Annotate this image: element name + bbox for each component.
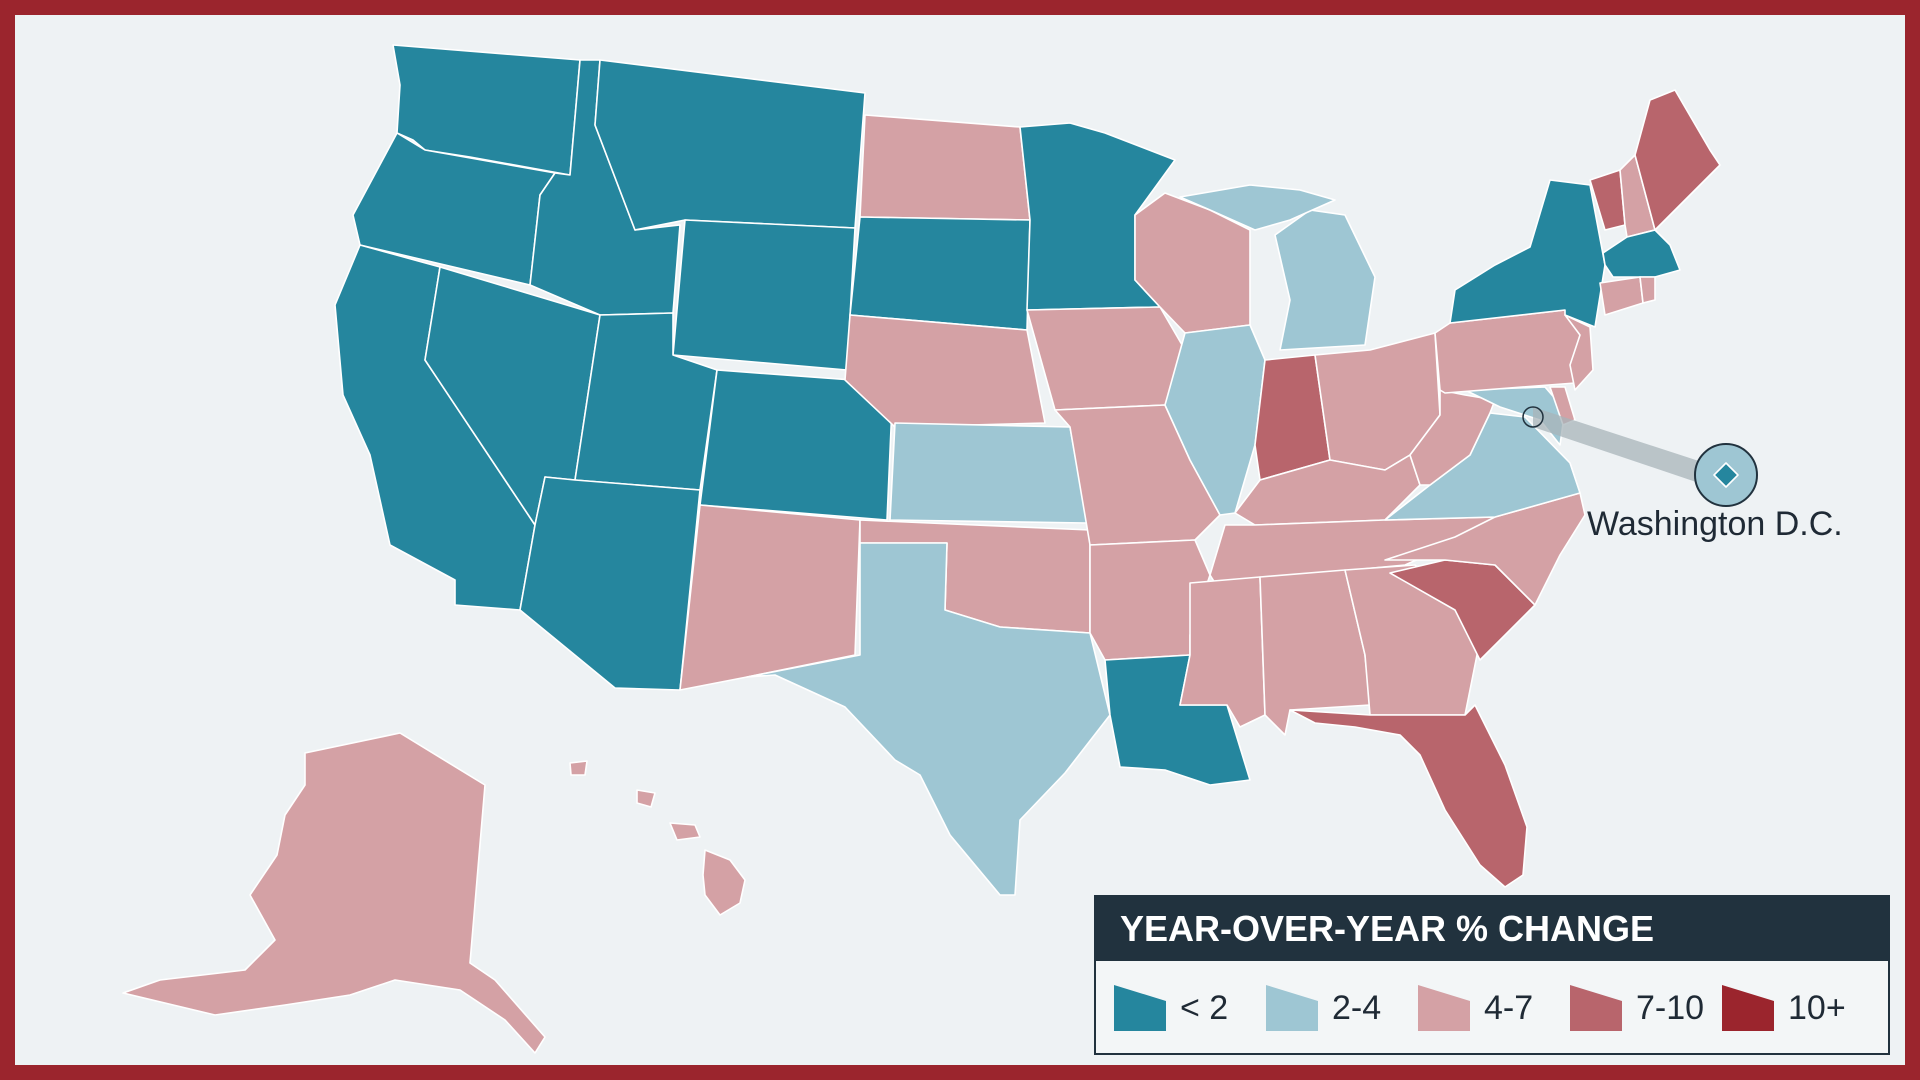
legend-swatch-2to4 (1266, 985, 1318, 1031)
state-ma[interactable] (1602, 229, 1681, 278)
state-mi-upper[interactable] (1179, 184, 1336, 231)
legend-item-10plus: 10+ (1722, 983, 1874, 1033)
state-co[interactable] (699, 369, 894, 521)
state-wv[interactable] (1409, 389, 1496, 486)
state-md[interactable] (1464, 386, 1566, 446)
state-az[interactable] (519, 476, 701, 691)
legend-label-2to4: 2-4 (1332, 988, 1382, 1027)
state-ny[interactable] (1449, 179, 1606, 328)
dc-callout-connector (1533, 407, 1705, 485)
state-sd[interactable] (849, 216, 1031, 331)
legend-label-4to7: 4-7 (1484, 988, 1534, 1027)
state-ri[interactable] (1639, 276, 1656, 304)
state-ak[interactable] (122, 732, 546, 1054)
state-ia[interactable] (1026, 306, 1186, 411)
legend-label-7to10: 7-10 (1636, 988, 1705, 1027)
legend: YEAR-OVER-YEAR % CHANGE < 2 2-4 4-7 7-10… (1094, 895, 1890, 1055)
state-dc[interactable] (1713, 462, 1739, 488)
state-nd[interactable] (859, 114, 1031, 221)
state-ct[interactable] (1599, 276, 1644, 316)
legend-label-lt2: < 2 (1180, 988, 1229, 1027)
legend-items: < 2 2-4 4-7 7-10 10+ (1096, 961, 1888, 1055)
legend-swatch-4to7 (1418, 985, 1470, 1031)
state-nc[interactable] (1384, 492, 1586, 606)
legend-title: YEAR-OVER-YEAR % CHANGE (1096, 897, 1888, 961)
state-hi-1[interactable] (702, 849, 746, 916)
legend-item-7to10: 7-10 (1570, 983, 1722, 1033)
state-tx[interactable] (746, 542, 1111, 896)
state-wy[interactable] (672, 219, 856, 371)
state-hi-3[interactable] (636, 789, 656, 808)
state-mt[interactable] (594, 59, 866, 231)
legend-label-10plus: 10+ (1788, 988, 1846, 1027)
state-hi-4[interactable] (569, 760, 588, 776)
state-fl[interactable] (1289, 704, 1528, 888)
legend-item-2to4: 2-4 (1266, 983, 1418, 1033)
state-de[interactable] (1549, 386, 1576, 426)
legend-swatch-lt2 (1114, 985, 1166, 1031)
state-ks[interactable] (889, 422, 1088, 524)
dc-marker (1522, 406, 1544, 428)
state-hi-2[interactable] (669, 822, 701, 841)
legend-item-4to7: 4-7 (1418, 983, 1570, 1033)
legend-swatch-7to10 (1570, 985, 1622, 1031)
dc-callout-label: Washington D.C. (1587, 505, 1843, 543)
state-mi-lower[interactable] (1274, 209, 1376, 351)
state-nj[interactable] (1564, 314, 1594, 391)
legend-item-lt2: < 2 (1114, 983, 1266, 1033)
state-me[interactable] (1634, 89, 1721, 231)
us-state-map (122, 44, 1758, 1054)
legend-swatch-10plus (1722, 985, 1774, 1031)
state-ms[interactable] (1179, 576, 1266, 728)
